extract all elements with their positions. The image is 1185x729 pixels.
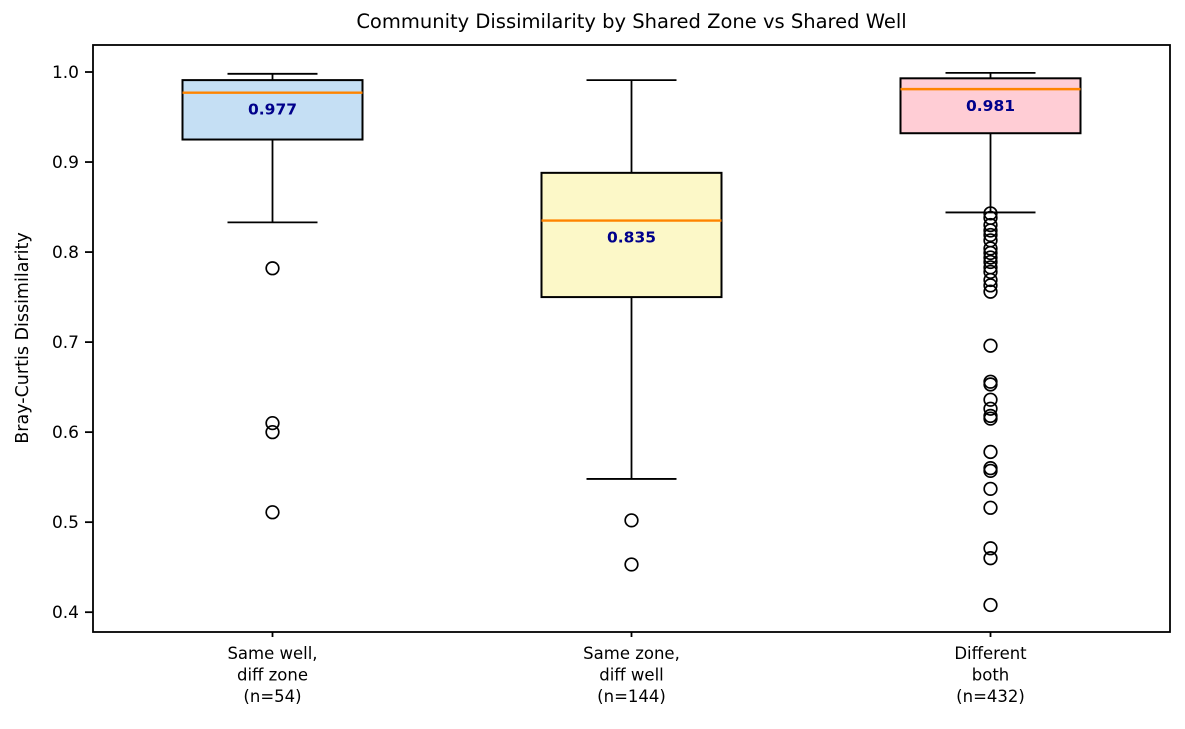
outlier-point (265, 415, 280, 431)
outlier-point (983, 206, 998, 221)
outlier-point (983, 241, 998, 256)
y-tick-label: 0.6 (52, 423, 79, 443)
outlier-point (265, 424, 280, 440)
outlier-point (983, 223, 998, 238)
outlier-point (983, 444, 998, 460)
y-tick-label: 0.9 (52, 153, 79, 173)
outlier-point (983, 541, 998, 556)
y-tick-label: 0.8 (52, 243, 79, 263)
y-tick-label: 0.7 (52, 333, 79, 353)
median-value-label: 0.977 (248, 101, 297, 119)
outlier-point (983, 401, 998, 416)
outlier-point (983, 338, 998, 353)
outlier-point (983, 227, 998, 243)
outlier-point (624, 513, 639, 528)
outlier-point (983, 551, 998, 566)
x-category-label: Same zone, diff well (n=144) (583, 644, 680, 706)
outlier-point (265, 505, 280, 520)
outlier-point (983, 411, 998, 426)
outlier-point (983, 245, 998, 261)
box (540, 171, 723, 299)
outlier-point (983, 481, 998, 497)
outlier-point (265, 261, 280, 276)
outlier-point (983, 463, 998, 478)
y-tick-label: 0.5 (52, 513, 79, 533)
outlier-point (983, 500, 998, 515)
outlier-point (983, 264, 998, 280)
outlier-point (983, 272, 998, 288)
outlier-point (983, 392, 998, 407)
outlier-point (983, 254, 998, 270)
x-category-label: Different both (n=432) (954, 644, 1027, 706)
outlier-point (983, 597, 998, 613)
chart-title: Community Dissimilarity by Shared Zone v… (356, 10, 907, 33)
outlier-point (983, 284, 998, 299)
median-value-label: 0.981 (966, 97, 1015, 115)
x-category-label: Same well, diff zone (n=54) (227, 644, 317, 706)
outlier-point (983, 250, 998, 265)
y-tick-label: 1.0 (52, 63, 79, 83)
outlier-point (624, 557, 639, 572)
box (899, 77, 1082, 135)
median-value-label: 0.835 (607, 229, 656, 247)
outlier-point (983, 278, 998, 293)
outlier-point (983, 217, 998, 233)
box (181, 79, 364, 141)
outlier-point (983, 377, 998, 392)
y-tick-label: 0.4 (52, 603, 79, 623)
